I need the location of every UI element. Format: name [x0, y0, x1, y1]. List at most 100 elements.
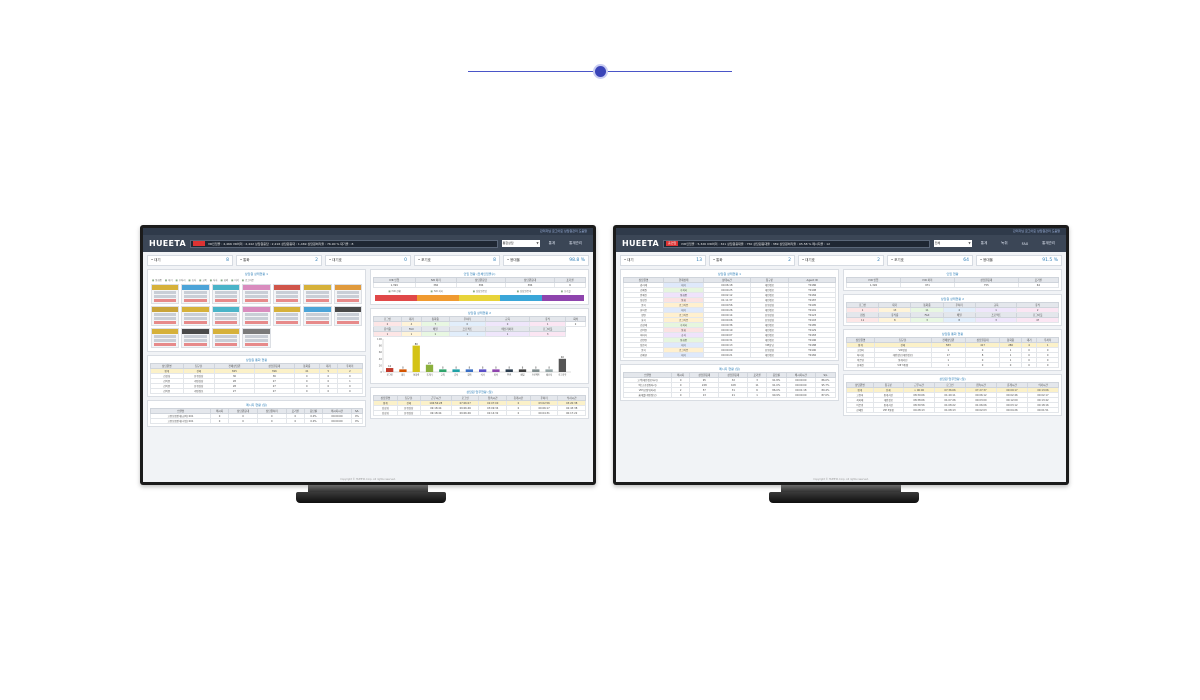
agent-card[interactable] [333, 306, 362, 326]
work-status-table: 상담원명 팀구분 근무시간 로그인 접속시간 휴게시간 식사시간 합계 전체 > 06:00 07:… [846, 382, 1060, 413]
legend-item: 통화중 [152, 278, 162, 282]
nav-stats-manage[interactable]: 통계관리 [1042, 241, 1055, 245]
table-row[interactable]: 1,399 384 384 384 6 [373, 282, 586, 288]
kpi-label: • 응대율 [980, 258, 993, 262]
bar-메신저[interactable] [545, 369, 553, 372]
agent-card[interactable] [181, 284, 210, 304]
table-row[interactable]: 한혜진 VIP 3통합 1 0 0 0 0 [846, 362, 1059, 368]
agent-card[interactable] [181, 306, 210, 326]
bar-교육[interactable] [439, 369, 447, 372]
table-cell: 유형상담 [396, 410, 421, 416]
bar-이석[interactable] [492, 369, 500, 372]
nav-stats-manage[interactable]: 통계관리 [569, 241, 582, 245]
table-row[interactable]: 고객(개인정보처리) 0 95 32 3 91.8% 00:00:00 86.0% [623, 377, 837, 383]
top-strip[interactable]: 관리자님 로그아웃 상담원관리 도움말 [143, 228, 593, 235]
bar-로그인[interactable] [386, 368, 394, 372]
agent-card[interactable] [211, 284, 241, 304]
nav-stats[interactable]: 통계 [548, 241, 556, 245]
table-row[interactable]: 합계 전체 106:56:28 07:06:07 02:07:00 0 03:02:56 03… [373, 400, 586, 406]
table-cell: 0 [336, 388, 364, 394]
brand-logo[interactable]: HUEETA [622, 239, 659, 248]
bar-휴식[interactable] [452, 369, 460, 372]
left-dashboard-screen: 관리자님 로그아웃 상담원관리 도움말 HUEETA VR인입콜 : 4,466… [143, 228, 593, 482]
agent-card-line [184, 295, 207, 298]
agent-card-header [152, 285, 179, 290]
agent-card[interactable] [303, 306, 332, 326]
table-cell: 개인정보 [182, 388, 215, 394]
agent-card-line [306, 295, 329, 298]
agent-card[interactable] [303, 284, 332, 304]
bar-로그아웃[interactable] [558, 358, 567, 372]
table-row[interactable]: 고용보험안내(사업) 001 0 0 0 0 0.0% 00:00:00 0% [150, 418, 364, 424]
panel-title: 상담원 상태현황 2 [467, 311, 492, 315]
bar-value-label: 8 [455, 367, 457, 370]
bar-FAX[interactable] [505, 369, 513, 372]
agent-card[interactable] [211, 328, 241, 348]
table-row[interactable]: 김상희 유형상담 09:18:44 09:06:46 02:14:32 0 00:04:31… [373, 410, 586, 416]
panel-title: 상담원 업무현황 (일) [939, 377, 966, 381]
bar-segment [416, 295, 459, 301]
kpi-value: 2 [877, 258, 880, 263]
table-cell: 384 [505, 282, 556, 288]
table-row[interactable]: 1,326 971 755 64 [846, 282, 1060, 288]
agent-card[interactable] [242, 284, 271, 304]
table-cell: 3 [910, 317, 944, 323]
top-strip[interactable]: 관리자님 로그아웃 상담원관리 도움말 [616, 228, 1066, 235]
kpi-label: • 응대율 [507, 258, 520, 262]
agent-card-line [275, 295, 299, 298]
agent-card[interactable] [333, 284, 362, 304]
table-cell: 02:14:32 [478, 410, 508, 416]
agent-card[interactable] [272, 284, 302, 304]
table-cell: 고용보험안내(사업) 001 [150, 418, 211, 424]
team-select[interactable]: 통합상담 [501, 240, 540, 247]
table-row[interactable]: 한혜진 VIP 3통합 00:28:13 01:08:13 00:02:03 00:04:… [846, 407, 1060, 413]
x-tick-label: 휴식 [454, 373, 458, 377]
table-row[interactable]: 정연 로그아웃 00:00:14 유형상담 T0123 [622, 312, 836, 318]
table-row[interactable]: 홈개발(개인정보) 0 13 21 1 90.9% 00:00:00 87.0% [623, 392, 837, 398]
table-row[interactable]: 11 8 3 8 3 47 [845, 317, 1059, 323]
table-row[interactable]: 합계 전체 > 06:00 07:36:06 07:27:37 09:09:17 09:13… [846, 387, 1060, 393]
bar-통화중[interactable] [412, 345, 420, 372]
table-row[interactable]: 김이연 개인정보 27 27 0 0 0 [150, 388, 364, 394]
agent-card-header [212, 285, 240, 290]
agent-card-line [245, 313, 268, 316]
bar-식사[interactable] [479, 369, 487, 372]
agent-card[interactable] [151, 306, 180, 326]
nav-stats[interactable]: 통계 [980, 241, 988, 245]
nav-fax[interactable]: FAX [1021, 241, 1029, 246]
bar-후처리[interactable] [425, 364, 434, 372]
table-row[interactable]: 김이연 유형상담 28 27 0 0 0 [150, 383, 364, 389]
table-cell: 00:04:26 [995, 407, 1028, 413]
bar-대기[interactable] [399, 369, 407, 372]
agent-card[interactable] [272, 306, 302, 326]
team-select[interactable]: 전체 [933, 240, 972, 247]
table-row[interactable]: 김혜현 대기 00:00:21 개인정보 T0182 [622, 352, 836, 358]
app-header: HUEETA VR인입콜 : 4,466 VR처리 : 2,442 상담원응답 … [143, 235, 593, 252]
agent-card-line [184, 313, 207, 316]
panel-title: 상담원 상태현황 2 [940, 297, 965, 301]
bar-프로젝트[interactable] [532, 369, 540, 372]
agent-card[interactable] [242, 306, 271, 326]
table-row[interactable]: 합계 전체 583 417 286 4 1 [846, 342, 1059, 348]
agent-card[interactable] [211, 306, 241, 326]
bar-회의[interactable] [465, 369, 474, 372]
status-2-table: 로그인 대기 통화중 후처리 교육 휴식 1 13 11 4 1 2 점심 휴식중 FAX 메일 프로젝트 로그아… [845, 302, 1059, 323]
kpi-value: 2 [315, 258, 318, 263]
agent-card-time [275, 321, 299, 324]
agent-cards [150, 283, 363, 349]
brand-logo[interactable]: HUEETA [149, 239, 186, 248]
kpi-queue: • 대기호 0 [325, 255, 411, 266]
bar-value-label: 12 [388, 365, 392, 368]
agent-card[interactable] [151, 284, 180, 304]
agent-card-header [182, 307, 209, 312]
agent-card[interactable] [151, 328, 180, 348]
agent-card[interactable] [242, 328, 271, 348]
agent-card-header [182, 329, 209, 334]
footer-copyright: Copyright © HUEETA Corp. All rights rese… [340, 478, 396, 481]
agent-card[interactable] [181, 328, 210, 348]
bar-메일[interactable] [518, 369, 527, 372]
table-cell: 0 [285, 418, 305, 424]
nav-recording[interactable]: 녹취 [1001, 241, 1008, 245]
table-row[interactable]: 김상희 유형상담 36 36 0 0 0 [150, 373, 364, 379]
